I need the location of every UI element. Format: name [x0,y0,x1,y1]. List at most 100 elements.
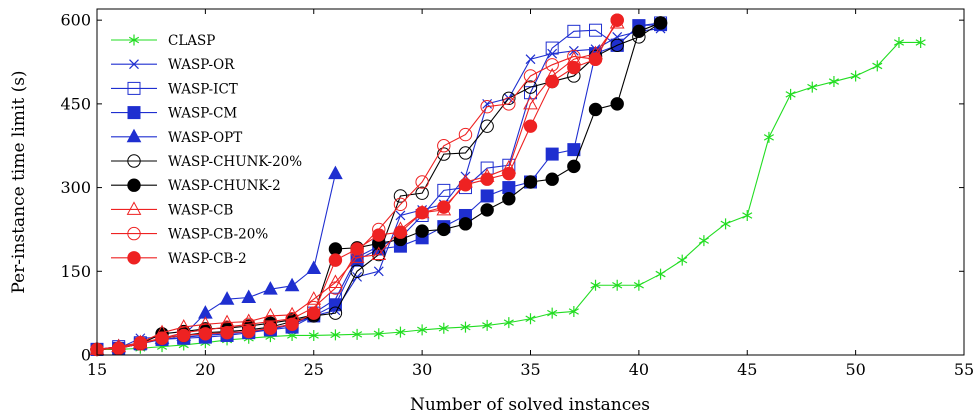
data-point-clasp [893,36,905,48]
data-point-wasp-ict [589,23,603,37]
data-point-wasp-chunk-20 [393,189,408,203]
data-point-wasp-or [568,45,579,56]
legend-marker [129,59,139,70]
data-point-wasp-cb-2 [372,228,386,242]
data-point-wasp-opt [284,277,300,292]
data-point-wasp-chunk-20 [610,38,624,52]
data-point-wasp-or [352,271,363,282]
data-point-wasp-cb-2 [567,60,581,75]
data-point-wasp-cb-2 [220,325,234,340]
data-point-clasp [612,279,623,291]
data-point-wasp-chunk-20 [480,119,494,133]
y-tick-label: 150 [60,262,91,281]
legend-entry-wasp-chunk-20: WASP-CHUNK-20% [111,154,302,170]
data-point-wasp-cb-20 [393,197,408,212]
data-point-wasp-cb-20 [458,127,473,142]
data-point-wasp-cb-2 [458,178,473,192]
data-point-wasp-cb-20 [328,281,343,295]
y-tick-label: 0 [81,346,91,365]
data-point-wasp-opt [328,165,343,180]
data-point-clasp [677,254,688,266]
data-point-wasp-chunk-2 [588,102,603,117]
data-point-clasp [352,328,363,340]
data-point-wasp-cb-2 [307,306,321,320]
data-point-clasp [807,81,818,93]
legend-marker [126,201,142,215]
y-tick-label: 300 [60,178,91,197]
data-point-wasp-cb-2 [198,327,213,341]
data-point-wasp-cb [306,291,322,305]
legend-marker [126,128,142,143]
data-point-wasp-chunk-2 [567,159,581,174]
data-point-wasp-cb-2 [502,166,516,181]
data-point-wasp-chunk-2 [653,16,668,30]
data-point-wasp-ict [545,41,559,55]
legend-marker [127,106,141,120]
legend-marker [127,178,141,192]
axis-ticks: 15 20 25 30 35 40 45 50 55 0 150 300 450 600 [60,9,974,379]
data-point-clasp [395,326,406,338]
data-point-wasp-cb-2 [328,253,343,267]
data-point-wasp-cb-2 [415,205,429,220]
data-point-wasp-cb-20 [437,139,451,153]
data-point-wasp-cb-2 [393,225,408,239]
data-point-clasp [720,218,731,230]
data-point-wasp-cb-20 [545,58,559,72]
legend-label: WASP-CHUNK-2 [168,178,281,194]
data-point-wasp-chunk-2 [523,175,538,189]
data-point-clasp [308,329,319,341]
data-point-wasp-cm [480,189,494,203]
data-point-wasp-chunk-2 [502,192,516,206]
legend-marker [127,251,141,265]
legend-entry-clasp: CLASP [111,33,215,49]
legend-label: WASP-CB-2 [168,251,247,267]
data-point-clasp [828,76,840,88]
data-point-clasp [460,321,471,333]
legend-label: WASP-CHUNK-20% [168,154,302,170]
data-point-clasp [633,279,644,291]
x-tick-label: 55 [954,360,974,379]
legend-entry-wasp-ict: WASP-ICT [111,81,238,97]
x-axis-title: Number of solved instances [410,395,650,415]
x-tick-label: 20 [195,360,215,379]
data-point-clasp [438,322,449,334]
data-point-wasp-cb [523,95,538,110]
data-point-wasp-or [373,266,384,277]
data-point-wasp-cm [545,147,559,161]
data-point-wasp-chunk-2 [458,217,473,231]
legend-entry-wasp-opt: WASP-OPT [111,128,242,146]
data-point-wasp-cb-2 [111,341,126,356]
data-point-wasp-opt [241,289,257,304]
data-point-clasp [785,88,796,100]
data-point-wasp-cb-2 [588,52,603,66]
data-point-clasp [590,279,601,291]
data-point-clasp [547,307,558,319]
legend: CLASP WASP-OR WASP-ICT WASP-CM WASP-OPT WASP-… [111,33,302,267]
legend-label: WASP-OPT [168,130,242,146]
data-point-wasp-chunk-2 [415,224,429,238]
legend-marker [127,226,141,241]
data-point-wasp-opt [263,281,278,295]
data-point-wasp-cb-2 [523,119,538,133]
legend-entry-wasp-cb-20: WASP-CB-20% [111,227,268,243]
x-tick-label: 15 [87,360,107,379]
data-point-wasp-chunk-20 [458,146,473,160]
data-point-wasp-cb-2 [177,328,191,343]
data-point-wasp-chunk-2 [632,24,646,39]
legend-entry-wasp-cm: WASP-CM [111,106,237,122]
data-point-clasp [850,70,861,82]
data-point-wasp-opt [219,291,235,305]
x-tick-label: 35 [520,360,540,379]
data-point-clasp [763,131,774,143]
data-point-wasp-or [525,54,536,65]
data-point-wasp-cb-2 [263,321,278,335]
x-tick-label: 30 [412,360,432,379]
data-point-wasp-cb-2 [242,324,256,339]
data-point-wasp-ict [437,183,451,197]
legend-entry-wasp-chunk-2: WASP-CHUNK-2 [111,178,281,194]
legend-marker [127,154,141,168]
data-point-clasp [872,60,883,72]
data-point-wasp-cb-20 [415,175,429,189]
data-point-clasp [742,209,753,221]
